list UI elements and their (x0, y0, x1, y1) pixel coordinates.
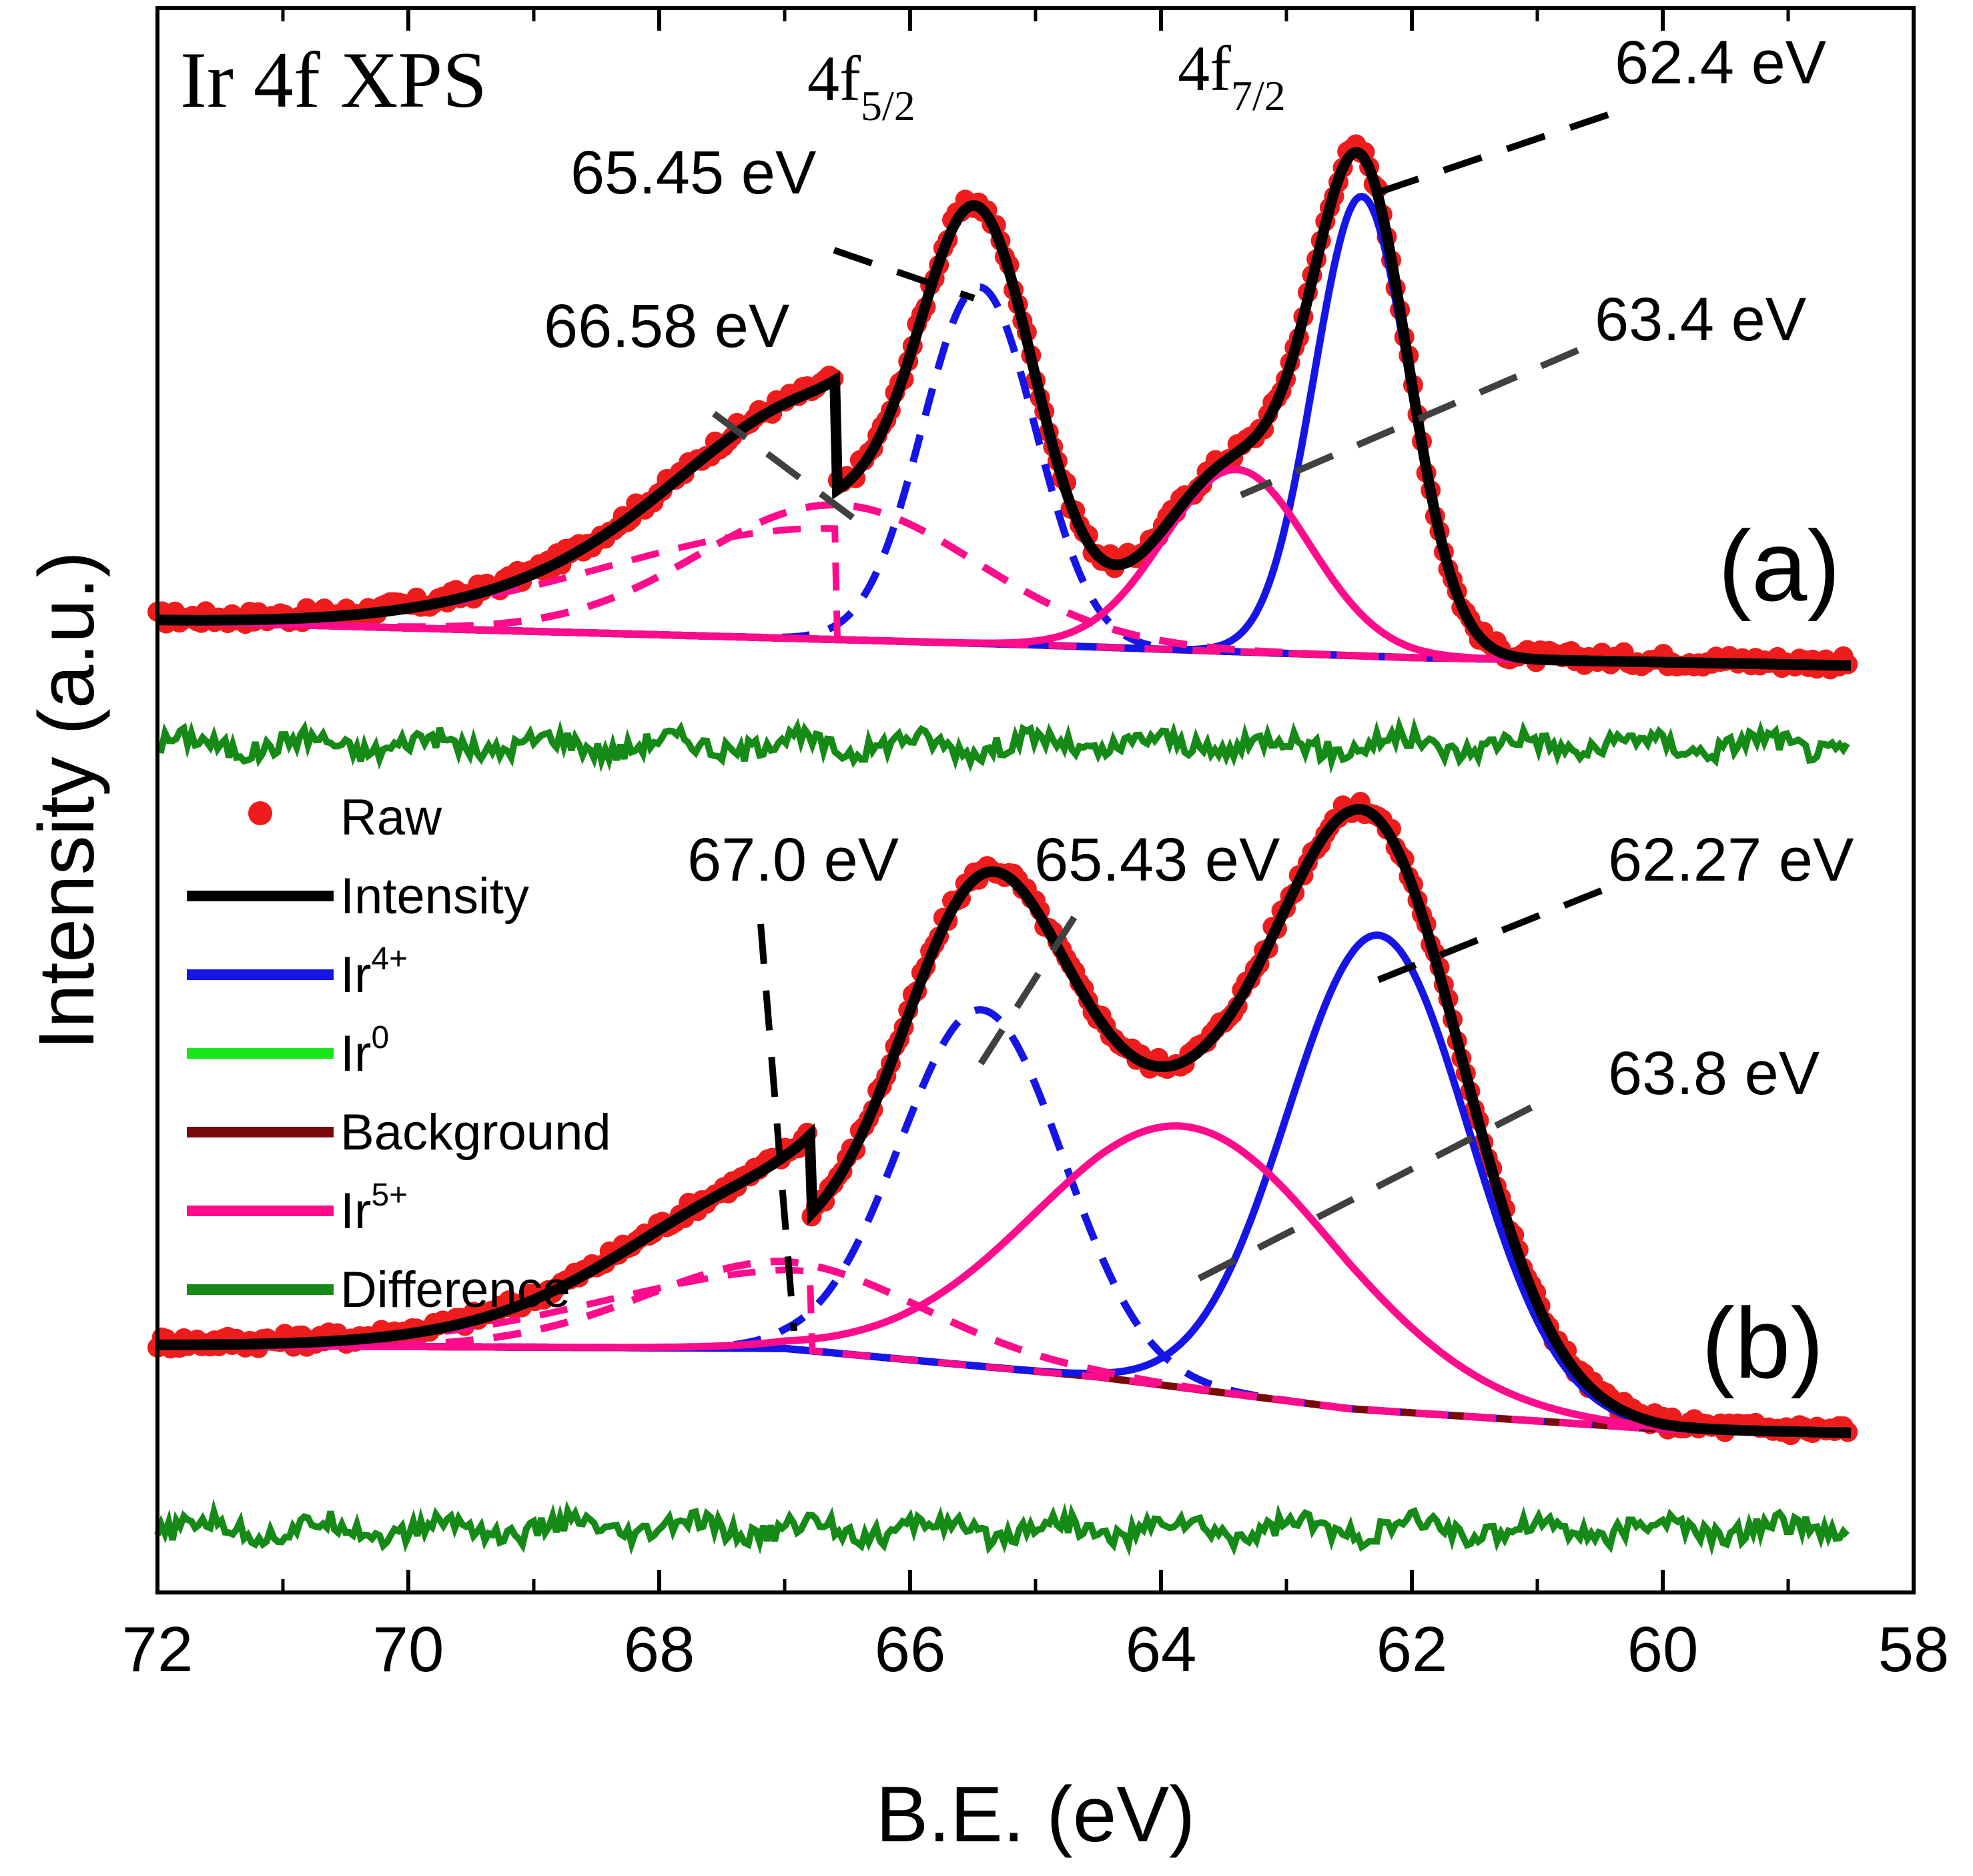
leader-line-b-2 (1366, 887, 1603, 987)
peak-label-4f72: 4f7/2 (1178, 33, 1286, 119)
ir5-component-solid-b (157, 1122, 1852, 1437)
ir5-component-solid-a (157, 466, 1851, 670)
panel-label-b: (b) (1701, 1287, 1824, 1399)
x-tick-label: 72 (122, 1614, 193, 1685)
difference-line-b (154, 1498, 1850, 1557)
chart-title: Ir 4f XPS (180, 35, 487, 124)
ir5-tail-b (157, 1266, 1852, 1436)
legend-label-ir5: Ir5+ (340, 1178, 408, 1240)
plot-area (147, 134, 1858, 1557)
panel-label-a: (a) (1718, 510, 1840, 622)
x-tick-label: 64 (1126, 1614, 1197, 1685)
x-tick-label: 60 (1627, 1614, 1699, 1685)
x-tick-label: 70 (373, 1614, 444, 1685)
x-tick-label: 58 (1878, 1614, 1950, 1685)
annotation-b-1: 65.43 eV (1034, 826, 1280, 894)
legend-label-ir4: Ir4+ (340, 941, 408, 1003)
annotation-b-3: 63.8 eV (1608, 1039, 1820, 1107)
leader-line-b-1 (971, 915, 1078, 1076)
leader-line-a-1 (712, 411, 863, 526)
legend-label-raw: Raw (340, 789, 442, 846)
x-axis-title: B.E. (eV) (876, 1771, 1196, 1859)
annotation-b-2: 62.27 eV (1608, 826, 1854, 894)
legend-swatch-raw (248, 801, 272, 825)
panel-a (147, 134, 1858, 775)
x-tick-label: 62 (1376, 1614, 1448, 1685)
leader-line-b-0 (757, 923, 797, 1332)
annotation-a-3: 63.4 eV (1595, 286, 1806, 354)
leader-line-a-2 (1370, 111, 1609, 198)
x-axis-ticks: 72 70 68 66 64 62 60 58 (122, 8, 1950, 1685)
legend-label-intensity: Intensity (340, 868, 529, 925)
legend: Raw Intensity Ir4+ Ir0 Background Ir5+ Differe… (187, 789, 611, 1318)
leader-line-a-3 (1240, 347, 1579, 498)
leader-line-a-0 (833, 247, 975, 302)
panel-b (147, 792, 1858, 1557)
legend-label-ir0: Ir0 (340, 1020, 389, 1082)
x-tick-label: 66 (875, 1614, 946, 1685)
legend-label-difference: Difference (340, 1262, 570, 1318)
difference-line-a (157, 715, 1850, 775)
annotation-a-2: 62.4 eV (1615, 29, 1826, 97)
annotation-b-0: 67.0 eV (687, 826, 899, 894)
x-tick-label: 68 (624, 1614, 695, 1685)
ir5-tail-a (157, 525, 1851, 669)
y-axis-title: Intensity (a.u.) (23, 551, 111, 1050)
raw-points-a (147, 134, 1858, 680)
annotation-a-1: 66.58 eV (544, 292, 789, 360)
intensity-envelope-b (157, 803, 1852, 1438)
annotation-a-0: 65.45 eV (570, 139, 816, 207)
ir4-component-solid-b (157, 931, 1852, 1437)
intensity-envelope-a (157, 147, 1851, 671)
annotation-leaders (712, 111, 1609, 1332)
legend-label-background: Background (340, 1104, 611, 1161)
peak-annotations: 65.45 eV 66.58 eV 62.4 eV 63.4 eV 67.0 eV 65.… (544, 29, 1854, 1107)
peak-label-4f52: 4f5/2 (807, 43, 915, 129)
